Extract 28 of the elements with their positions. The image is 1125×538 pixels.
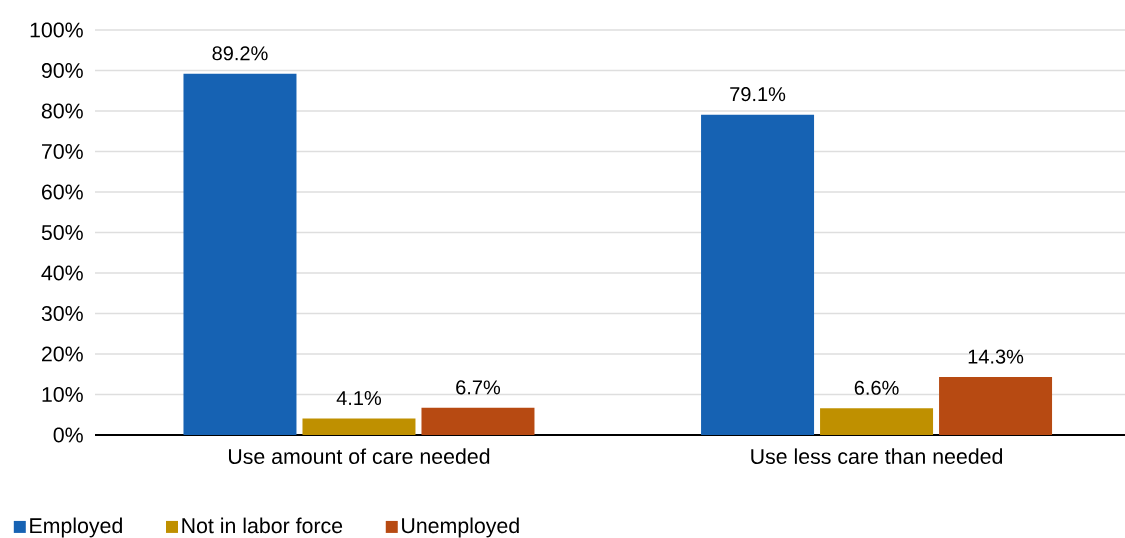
y-tick-label: 70%	[42, 143, 83, 160]
bar	[939, 377, 1053, 435]
y-tick-label: 80%	[41, 103, 83, 119]
data-label: 6.7%	[456, 380, 501, 395]
bar	[183, 73, 297, 435]
y-tick-label: 60%	[42, 184, 83, 200]
legend-label: Unemployed	[402, 517, 519, 538]
y-tick-label: 10%	[42, 386, 83, 403]
data-label: 6.6%	[854, 380, 899, 395]
data-label: 79.1%	[730, 87, 786, 102]
y-tick-label: 30%	[41, 305, 83, 322]
legend-label: Not in labor force	[182, 517, 343, 534]
y-tick-label: 50%	[41, 224, 83, 241]
y-tick-label: 20%	[42, 346, 83, 362]
data-label: 4.1%	[336, 391, 382, 406]
x-tick-label: Use less care than needed	[751, 448, 1003, 465]
bar	[421, 407, 535, 435]
data-label: 89.2%	[212, 46, 268, 61]
bar	[701, 114, 815, 435]
y-tick-label: 0%	[53, 427, 83, 443]
bar	[302, 418, 416, 435]
y-tick-label: 90%	[41, 62, 83, 79]
data-label: 14.3%	[968, 349, 1024, 364]
y-tick-label: 100%	[30, 22, 83, 38]
bar	[820, 408, 934, 435]
y-tick-label: 40%	[41, 265, 83, 281]
legend-label: Employed	[30, 517, 122, 538]
x-tick-label: Use amount of care needed	[228, 448, 490, 465]
